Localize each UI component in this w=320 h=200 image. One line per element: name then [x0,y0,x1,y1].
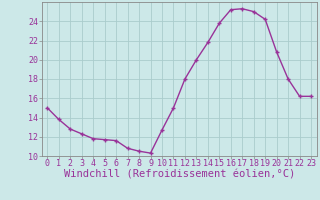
X-axis label: Windchill (Refroidissement éolien,°C): Windchill (Refroidissement éolien,°C) [64,170,295,180]
